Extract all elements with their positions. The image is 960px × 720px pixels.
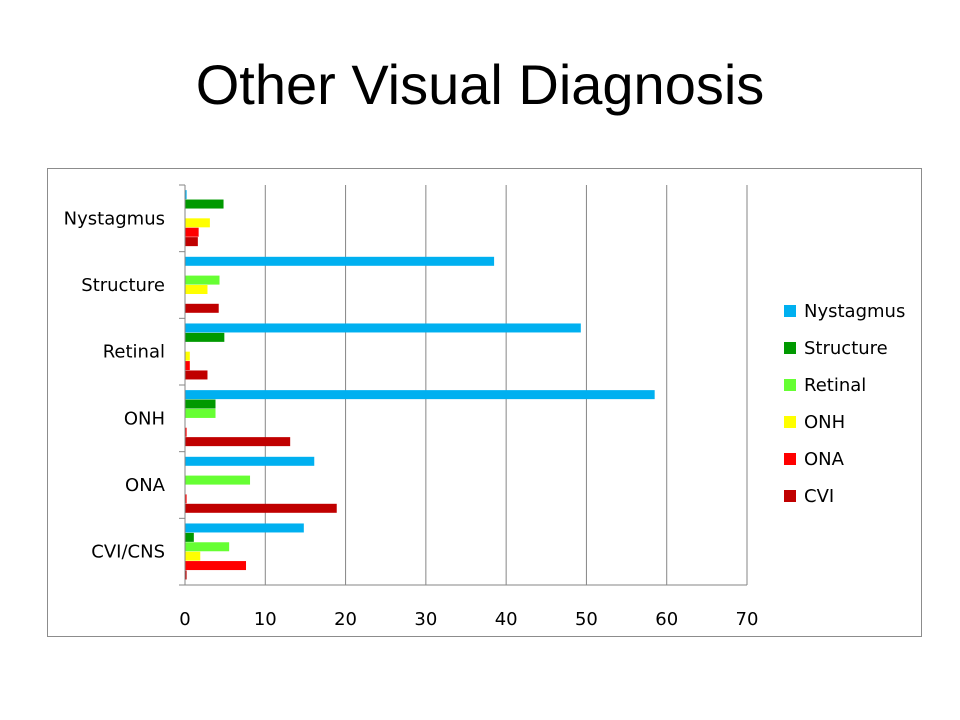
bar-ona-ona: [185, 494, 187, 504]
legend-swatch-nystagmus: [784, 305, 796, 317]
bar-cvi-nystagmus: [185, 237, 198, 247]
legend-swatch-ona: [784, 453, 796, 465]
x-tick-label: 60: [655, 609, 678, 630]
x-tick-labels: 0 10 20 30 40 50 60 70: [179, 609, 758, 630]
bar-nystagmus-structure: [185, 256, 495, 266]
bar-retinal-onh: [185, 408, 216, 418]
bar-nystagmus-ona: [185, 456, 315, 466]
bar-retinal-cvi-cns: [185, 542, 230, 552]
legend-swatch-retinal: [784, 379, 796, 391]
bar-nystagmus-retinal: [185, 323, 581, 333]
bar-structure-nystagmus: [185, 199, 224, 209]
bar-retinal-ona: [185, 475, 251, 485]
category-label: Structure: [81, 275, 165, 296]
x-tick-label: 50: [575, 609, 598, 630]
bar-ona-retinal: [185, 361, 190, 371]
legend-swatch-structure: [784, 342, 796, 354]
x-tick-label: 20: [334, 609, 357, 630]
bar-onh-retinal: [185, 351, 190, 361]
bar-cvi-cvi-cns: [185, 570, 187, 580]
category-label: ONA: [125, 475, 166, 496]
category-label: Nystagmus: [64, 208, 165, 229]
legend-label-nystagmus: Nystagmus: [804, 301, 905, 322]
category-label: ONH: [124, 408, 165, 429]
legend-label-onh: ONH: [804, 412, 845, 433]
bar-onh-structure: [185, 285, 208, 294]
grid-lines: [264, 185, 748, 585]
bar-cvi-ona: [185, 503, 337, 513]
bar-structure-retinal: [185, 332, 225, 342]
legend-label-cvi: CVI: [804, 486, 834, 507]
legend: Nystagmus Structure Retinal ONH ONA CVI: [784, 301, 905, 507]
legend-swatch-onh: [784, 416, 796, 428]
x-tick-label: 40: [495, 609, 518, 630]
legend-label-structure: Structure: [804, 338, 888, 359]
bar-cvi-retinal: [185, 370, 208, 380]
x-tick-label: 0: [179, 609, 190, 630]
axes: [179, 184, 747, 586]
x-tick-label: 30: [414, 609, 437, 630]
bar-structure-onh: [185, 399, 216, 409]
x-tick-label: 10: [254, 609, 277, 630]
bar-nystagmus-cvi-cns: [185, 523, 304, 533]
legend-label-retinal: Retinal: [804, 375, 866, 396]
bar-cvi-structure: [185, 303, 219, 313]
legend-label-ona: ONA: [804, 449, 845, 470]
bars: [185, 190, 655, 580]
slide-title: Other Visual Diagnosis: [195, 53, 765, 116]
category-labels: Nystagmus Structure Retinal ONH ONA CVI/CNS: [64, 208, 166, 562]
bar-ona-cvi-cns: [185, 561, 247, 571]
bar-retinal-structure: [185, 275, 220, 285]
category-label: CVI/CNS: [91, 542, 165, 563]
legend-swatch-cvi: [784, 490, 796, 502]
category-label: Retinal: [103, 342, 165, 363]
bar-nystagmus-onh: [185, 390, 655, 400]
bar-cvi-onh: [185, 437, 291, 447]
bar-onh-cvi-cns: [185, 551, 201, 561]
bar-onh-nystagmus: [185, 218, 210, 228]
bar-ona-onh: [185, 427, 187, 437]
bar-structure-cvi-cns: [185, 532, 194, 542]
bar-nystagmus-nystagmus: [185, 190, 187, 200]
x-tick-label: 70: [736, 609, 759, 630]
bar-ona-nystagmus: [185, 227, 199, 237]
